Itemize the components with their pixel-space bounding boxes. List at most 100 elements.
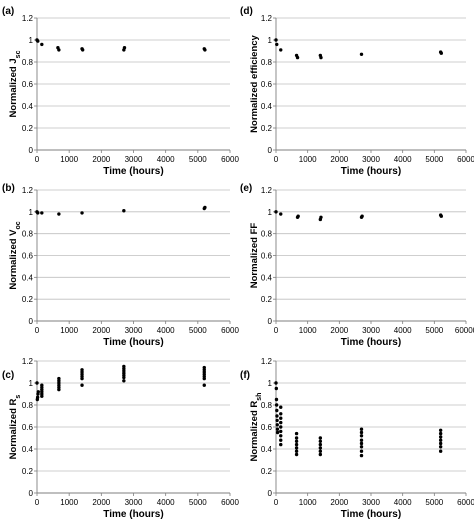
data-point <box>279 48 283 52</box>
panel-label: (f) <box>240 370 250 381</box>
data-point <box>203 48 207 52</box>
y-axis-label: Normalized Jsc <box>8 50 22 117</box>
data-point <box>40 383 44 387</box>
y-tick-label: 0.4 <box>22 445 34 454</box>
x-tick-label: 5000 <box>189 498 207 507</box>
x-tick-label: 60000 <box>455 326 474 335</box>
y-tick-label: 0.6 <box>261 80 273 89</box>
y-tick-label: 0.2 <box>261 124 273 133</box>
data-point <box>294 431 299 436</box>
y-axis-label-subscript: s <box>15 395 22 399</box>
data-point <box>40 42 44 47</box>
data-point <box>35 381 39 385</box>
data-point <box>359 430 364 435</box>
y-tick-label: 0.4 <box>261 102 273 111</box>
data-point <box>274 403 279 407</box>
y-tick-label: 0.8 <box>22 401 34 410</box>
data-point <box>294 436 299 440</box>
data-point <box>57 48 61 52</box>
y-axis-label-main: Normalized R <box>8 398 19 459</box>
y-tick-label: 0.8 <box>261 230 273 239</box>
data-point <box>295 55 300 60</box>
y-tick-label: 1 <box>268 36 273 45</box>
data-point <box>279 429 283 434</box>
y-tick-label: 0 <box>29 489 34 498</box>
data-point <box>296 214 300 218</box>
data-point <box>275 42 279 47</box>
panel-label: (d) <box>240 6 253 17</box>
data-point <box>279 438 283 442</box>
y-axis-label-main: Normalized efficiency <box>249 34 260 132</box>
data-point <box>318 449 323 453</box>
x-axis-label: Time (hours) <box>341 337 401 348</box>
data-point <box>57 212 61 216</box>
y-axis-label-subscript: sh <box>256 393 263 401</box>
data-point <box>274 386 279 391</box>
data-point <box>275 430 280 435</box>
data-point <box>203 205 207 210</box>
x-tick-label: 0 <box>35 326 40 335</box>
y-tick-label: 0.2 <box>22 124 34 133</box>
y-tick-label: 1.2 <box>261 14 273 23</box>
data-point <box>80 383 84 387</box>
data-point <box>439 51 443 55</box>
data-point <box>57 376 61 381</box>
x-tick-label: 1000 <box>299 498 317 507</box>
data-point <box>438 431 443 436</box>
data-point <box>202 365 206 370</box>
x-tick-label: 2000 <box>92 498 110 507</box>
y-tick-label: 0.8 <box>22 230 34 239</box>
x-tick-label: 2000 <box>330 326 348 335</box>
y-axis-label: Normalized FF <box>249 223 260 289</box>
data-point <box>359 427 364 431</box>
data-point <box>439 214 443 218</box>
data-point <box>279 425 283 429</box>
y-tick-label: 0.6 <box>261 423 273 432</box>
y-tick-label: 0.6 <box>22 252 34 261</box>
x-tick-label: 0 <box>274 498 279 507</box>
data-point <box>318 439 323 443</box>
data-point <box>80 211 84 215</box>
data-point <box>359 445 364 449</box>
data-point <box>40 211 44 215</box>
panel-label: (e) <box>240 183 252 194</box>
y-tick-label: 0.4 <box>22 102 34 111</box>
y-axis-label-subscript: oc <box>15 221 22 229</box>
y-tick-label: 0.6 <box>22 423 34 432</box>
data-point <box>275 408 279 413</box>
x-tick-label: 4000 <box>394 155 412 164</box>
data-point <box>274 397 279 402</box>
x-axis-label: Time (hours) <box>341 166 401 177</box>
y-axis-label-main: Normalized V <box>8 229 19 290</box>
x-tick-label: 2000 <box>330 155 348 164</box>
x-axis-label: Time (hours) <box>103 337 163 348</box>
x-tick-label: 2000 <box>330 498 348 507</box>
data-point <box>80 368 84 372</box>
x-tick-label: 0 <box>35 498 40 507</box>
x-axis-label: Time (hours) <box>103 166 163 177</box>
y-tick-label: 0.2 <box>22 295 34 304</box>
data-point <box>318 452 323 457</box>
x-tick-label: 4000 <box>157 155 175 164</box>
y-tick-label: 1 <box>29 379 34 388</box>
x-tick-label: 4000 <box>394 498 412 507</box>
data-point <box>438 435 443 439</box>
y-tick-label: 1 <box>29 36 34 45</box>
data-point <box>275 418 279 423</box>
y-tick-label: 0 <box>268 146 273 155</box>
chart-panel-3: 0 0.2 0.4 0.6 0.8 1 1.2 0 1000 2000 3000 4000 5000 60… <box>240 6 474 177</box>
data-point <box>318 446 323 450</box>
y-axis-label: Normalized Rs <box>8 395 22 460</box>
y-tick-label: 0.4 <box>261 445 273 454</box>
y-tick-label: 1.2 <box>22 14 34 23</box>
x-tick-label: 5000 <box>425 326 443 335</box>
data-point <box>274 381 278 385</box>
data-point <box>359 434 364 438</box>
data-point <box>438 438 443 442</box>
x-axis-label: Time (hours) <box>341 509 401 520</box>
data-point <box>318 442 323 447</box>
data-point <box>279 420 283 425</box>
x-tick-label: 5000 <box>425 155 443 164</box>
